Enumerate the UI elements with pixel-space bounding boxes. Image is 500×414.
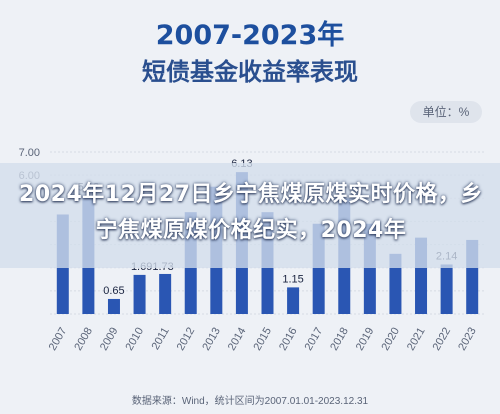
unit-badge: 单位：% (410, 101, 482, 123)
data-label: 1.15 (282, 273, 303, 285)
source-note: 数据来源：Wind，统计区间为2007.01.01-2023.12.31 (132, 394, 369, 407)
headline-overlay (0, 163, 500, 268)
bar-2011 (159, 273, 172, 314)
bar-2020 (389, 253, 402, 314)
bar-2022 (440, 264, 453, 314)
data-label: 0.65 (103, 285, 124, 297)
bar-2009 (107, 298, 120, 314)
y-tick-label: 7.00 (19, 147, 40, 159)
headline-text[interactable]: 2024年12月27日乡宁焦煤原煤实时价格，乡宁焦煤原煤价格纪实，2024年 (19, 182, 483, 243)
bar-2016 (287, 287, 300, 314)
bar-2010 (133, 274, 146, 314)
chart-title: 2007-2023年 (156, 19, 345, 51)
chart-subtitle: 短债基金收益率表现 (142, 58, 358, 86)
unit-label: 单位：% (423, 104, 470, 119)
